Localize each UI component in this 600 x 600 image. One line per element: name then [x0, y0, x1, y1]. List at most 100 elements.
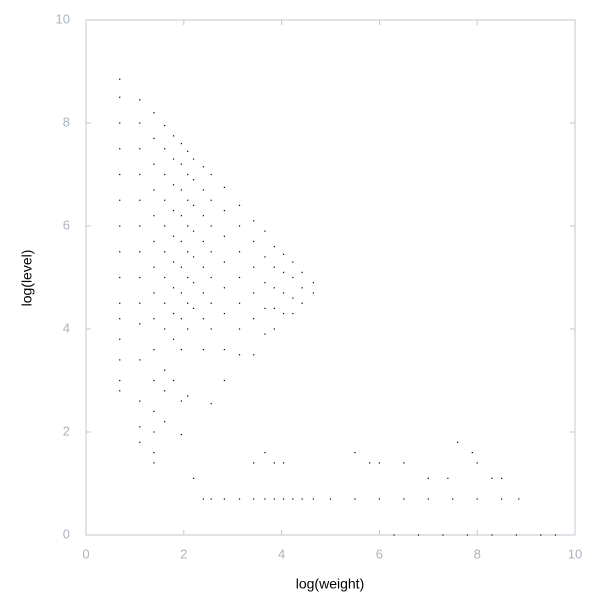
point — [282, 253, 285, 255]
point — [210, 498, 212, 500]
point — [119, 122, 121, 124]
point — [164, 199, 166, 201]
point — [202, 266, 204, 268]
point — [139, 122, 141, 124]
point — [403, 462, 405, 464]
point — [238, 498, 241, 500]
point — [403, 498, 405, 500]
point — [210, 328, 212, 330]
point — [515, 534, 517, 536]
point — [238, 302, 241, 304]
point — [139, 251, 141, 253]
point — [452, 498, 454, 500]
point — [466, 534, 469, 536]
point — [139, 400, 141, 402]
point — [164, 124, 166, 127]
point — [210, 199, 212, 201]
point — [119, 302, 121, 304]
point — [554, 534, 557, 536]
point — [253, 240, 255, 243]
point — [427, 498, 429, 500]
point — [238, 276, 241, 279]
point — [139, 302, 141, 304]
y-tick-label: 2 — [63, 423, 70, 438]
point — [164, 251, 166, 253]
point — [301, 287, 303, 289]
point — [264, 230, 266, 232]
point — [238, 204, 241, 206]
x-tick-label: 2 — [180, 546, 187, 561]
point — [264, 307, 266, 309]
x-tick-label: 0 — [82, 546, 89, 561]
point — [238, 328, 241, 330]
point — [119, 173, 121, 176]
point — [153, 431, 155, 433]
point — [180, 143, 182, 145]
point — [180, 292, 182, 294]
point — [119, 359, 121, 361]
point — [192, 204, 195, 206]
point — [164, 225, 166, 227]
point — [153, 163, 155, 165]
point — [273, 462, 275, 464]
point — [282, 312, 285, 315]
point — [119, 78, 121, 80]
point — [180, 400, 182, 402]
point — [119, 225, 121, 227]
point — [187, 225, 189, 227]
point — [187, 251, 189, 253]
point — [378, 462, 380, 464]
point — [491, 477, 493, 479]
point — [253, 220, 255, 222]
point — [153, 379, 155, 382]
point — [119, 148, 121, 150]
point — [192, 282, 195, 284]
point — [273, 246, 275, 248]
point — [312, 498, 314, 500]
point — [172, 379, 175, 382]
point — [153, 452, 155, 454]
point — [442, 534, 444, 536]
point — [202, 189, 204, 191]
point — [292, 276, 294, 279]
point — [119, 379, 121, 382]
point — [153, 215, 155, 217]
point — [223, 235, 225, 237]
point — [192, 179, 195, 181]
point — [301, 271, 303, 273]
point — [540, 534, 542, 536]
point — [172, 135, 175, 137]
point — [273, 266, 275, 268]
point — [253, 318, 255, 320]
point — [223, 186, 225, 188]
point — [202, 498, 204, 500]
point — [282, 498, 285, 500]
point — [273, 328, 275, 330]
point — [378, 498, 380, 500]
point — [273, 287, 275, 289]
point — [292, 261, 294, 263]
point — [153, 189, 155, 191]
point — [180, 215, 182, 217]
y-tick-label: 10 — [56, 11, 70, 26]
x-tick-label: 10 — [568, 546, 582, 561]
point — [192, 307, 195, 309]
point — [153, 112, 155, 114]
point — [119, 251, 121, 253]
point — [139, 441, 141, 443]
point — [301, 302, 303, 304]
point — [139, 199, 141, 201]
point — [180, 349, 182, 351]
point — [139, 99, 141, 101]
point — [192, 477, 195, 479]
point — [164, 173, 166, 176]
x-tick-label: 6 — [376, 546, 383, 561]
point — [223, 261, 225, 263]
point — [192, 256, 195, 258]
y-tick-label: 0 — [63, 526, 70, 541]
point — [223, 287, 225, 289]
x-axis-title: log(weight) — [296, 576, 364, 592]
point — [329, 498, 332, 500]
point — [202, 166, 204, 168]
point — [273, 307, 275, 309]
